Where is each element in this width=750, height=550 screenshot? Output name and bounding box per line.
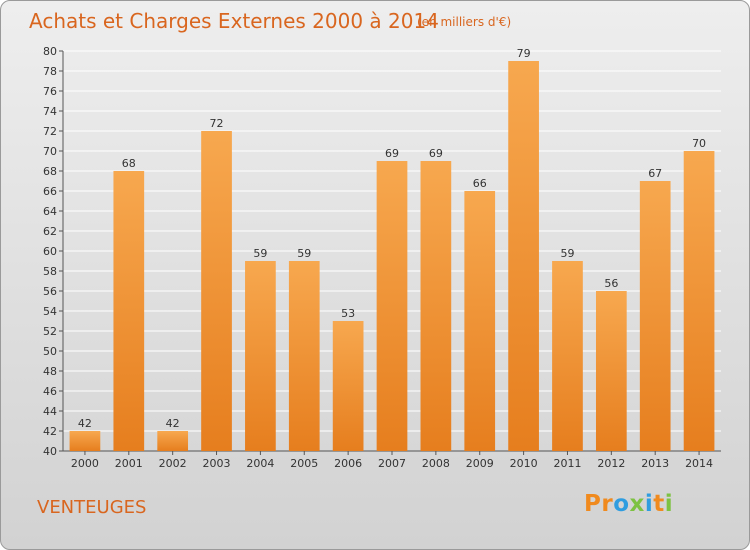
y-tick-label: 66 — [43, 185, 57, 198]
bar — [552, 261, 583, 451]
logo-letter: i — [664, 491, 674, 517]
y-tick-label: 76 — [43, 85, 57, 98]
bar-value-label: 59 — [297, 247, 311, 260]
y-tick-label: 48 — [43, 365, 57, 378]
y-tick-label: 40 — [43, 445, 57, 458]
bar — [639, 181, 671, 451]
bar-value-label: 70 — [692, 137, 706, 150]
bar — [69, 431, 101, 451]
x-tick-label: 2005 — [290, 457, 318, 470]
y-tick-label: 64 — [43, 205, 57, 218]
y-tick-label: 50 — [43, 345, 57, 358]
y-tick-label: 78 — [43, 65, 57, 78]
x-tick-label: 2014 — [685, 457, 713, 470]
bar — [157, 431, 189, 451]
y-tick-label: 60 — [43, 245, 57, 258]
commune-name: VENTEUGES — [37, 497, 147, 518]
bar-value-label: 69 — [385, 147, 399, 160]
x-tick-label: 2003 — [203, 457, 231, 470]
logo-letter: i — [644, 491, 654, 517]
bar — [113, 171, 145, 451]
proxiti-logo: Proxiti — [584, 491, 673, 517]
x-tick-label: 2008 — [422, 457, 450, 470]
y-tick-label: 80 — [43, 45, 57, 58]
bar-value-label: 42 — [166, 417, 180, 430]
bar — [683, 151, 715, 451]
bar-value-label: 72 — [210, 117, 224, 130]
x-tick-label: 2001 — [115, 457, 143, 470]
chart-title: Achats et Charges Externes 2000 à 2014 — [29, 9, 439, 33]
y-tick-label: 68 — [43, 165, 57, 178]
x-tick-label: 2011 — [553, 457, 581, 470]
y-tick-label: 58 — [43, 265, 57, 278]
logo-letter: x — [629, 491, 645, 517]
y-tick-label: 56 — [43, 285, 57, 298]
bar-value-label: 69 — [429, 147, 443, 160]
x-tick-label: 2012 — [597, 457, 625, 470]
bar-value-label: 79 — [517, 47, 531, 60]
x-tick-label: 2006 — [334, 457, 362, 470]
logo-letter: t — [653, 491, 665, 517]
y-tick-label: 70 — [43, 145, 57, 158]
y-tick-label: 44 — [43, 405, 57, 418]
x-tick-label: 2009 — [466, 457, 494, 470]
bar-value-label: 53 — [341, 307, 355, 320]
x-tick-label: 2013 — [641, 457, 669, 470]
bar — [245, 261, 276, 451]
bar-value-label: 68 — [122, 157, 136, 170]
logo-letter: P — [584, 491, 602, 517]
bar — [420, 161, 452, 451]
y-tick-label: 46 — [43, 385, 57, 398]
y-tick-label: 52 — [43, 325, 57, 338]
x-tick-label: 2004 — [246, 457, 274, 470]
y-tick-label: 72 — [43, 125, 57, 138]
bar-value-label: 59 — [560, 247, 574, 260]
bar-value-label: 59 — [253, 247, 267, 260]
bar — [201, 131, 232, 451]
bar-value-label: 66 — [473, 177, 487, 190]
chart-subtitle: (en milliers d'€) — [417, 15, 512, 29]
x-tick-label: 2002 — [159, 457, 187, 470]
bar-value-label: 42 — [78, 417, 92, 430]
bar — [332, 321, 364, 451]
bar — [508, 61, 539, 451]
x-tick-label: 2007 — [378, 457, 406, 470]
x-tick-label: 2010 — [510, 457, 538, 470]
logo-letter: o — [613, 491, 630, 517]
logo-letter: r — [601, 491, 614, 517]
x-tick-label: 2000 — [71, 457, 99, 470]
bar — [288, 261, 320, 451]
bar-value-label: 56 — [604, 277, 618, 290]
bar — [595, 291, 627, 451]
bar-value-label: 67 — [648, 167, 662, 180]
bar — [376, 161, 408, 451]
y-tick-label: 54 — [43, 305, 57, 318]
bar — [464, 191, 496, 451]
y-tick-label: 42 — [43, 425, 57, 438]
y-tick-label: 74 — [43, 105, 57, 118]
y-tick-label: 62 — [43, 225, 57, 238]
